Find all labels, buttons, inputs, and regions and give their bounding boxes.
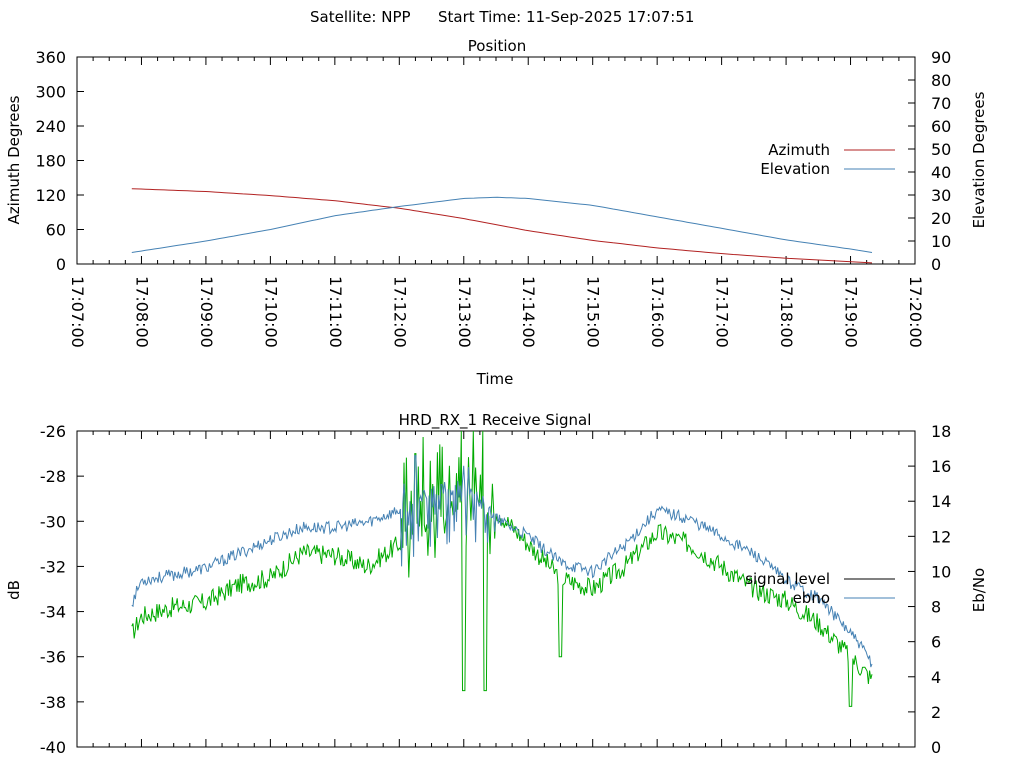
position-x-tick-label: 17:09:00 [197, 276, 216, 348]
elevation-line [131, 196, 873, 253]
position-y2-tick-label: 40 [931, 163, 951, 182]
position-y-tick-label: 300 [35, 83, 66, 102]
position-y-tick-label: 120 [35, 186, 66, 205]
position-y-tick-label: 180 [35, 152, 66, 171]
position-axes: 0 60 120 180 240 300 360 0 10 20 30 40 50 60 70 80 90 17:… [35, 48, 951, 348]
position-chart-title: Position [468, 37, 526, 55]
position-legend-label: Azimuth [768, 141, 830, 159]
position-y2-tick-label: 60 [931, 117, 951, 136]
position-x-tick-label: 17:13:00 [455, 276, 474, 348]
position-x-axis-label: Time [476, 370, 514, 388]
signal-level-line [131, 430, 873, 707]
position-x-tick-label: 17:10:00 [261, 276, 280, 348]
signal-y2-tick-label: 2 [931, 703, 941, 722]
signal-y-tick-label: -40 [40, 738, 66, 757]
position-y2-tick-label: 70 [931, 94, 951, 113]
position-x-tick-label: 17:07:00 [68, 276, 87, 348]
signal-y-axis-label: dB [5, 580, 23, 600]
position-y-tick-label: 60 [46, 221, 66, 240]
position-y2-tick-label: 80 [931, 71, 951, 90]
signal-y-tick-label: -34 [40, 603, 66, 622]
signal-y2-tick-label: 4 [931, 668, 941, 687]
signal-y2-tick-label: 10 [931, 562, 951, 581]
position-x-tick-label: 17:19:00 [842, 276, 861, 348]
header-start-time: Start Time: 11-Sep-2025 17:07:51 [438, 8, 694, 26]
signal-y-tick-label: -26 [40, 422, 66, 441]
position-y2-tick-label: 0 [931, 255, 941, 274]
position-legend-label: Elevation [760, 160, 830, 178]
position-y-tick-label: 0 [56, 255, 66, 274]
position-x-tick-label: 17:12:00 [390, 276, 409, 348]
signal-legend-label: ebno [793, 589, 830, 607]
position-y2-axis-label: Elevation Degrees [970, 91, 988, 228]
signal-chart-title: HRD_RX_1 Receive Signal [399, 411, 592, 430]
signal-y2-tick-label: 18 [931, 422, 951, 441]
position-x-tick-label: 17:14:00 [519, 276, 538, 348]
signal-y2-tick-label: 14 [931, 492, 951, 511]
signal-y2-tick-label: 16 [931, 457, 951, 476]
position-y2-tick-label: 90 [931, 48, 951, 67]
signal-y2-tick-label: 6 [931, 633, 941, 652]
ebno-line [131, 455, 873, 668]
position-y2-tick-label: 30 [931, 186, 951, 205]
position-y2-tick-label: 50 [931, 140, 951, 159]
signal-y-tick-label: -36 [40, 648, 66, 667]
signal-y2-tick-label: 0 [931, 738, 941, 757]
position-y-tick-label: 240 [35, 117, 66, 136]
azimuth-line [131, 188, 873, 264]
signal-legend-label: signal level [745, 570, 830, 588]
signal-series [131, 430, 873, 707]
signal-chart: HRD_RX_1 Receive Signal dB Eb/No -40-38-… [5, 411, 988, 757]
position-x-tick-label: 17:15:00 [584, 276, 603, 348]
signal-y-tick-label: -38 [40, 693, 66, 712]
signal-y-tick-label: -32 [40, 557, 66, 576]
position-x-tick-label: 17:17:00 [713, 276, 732, 348]
position-x-tick-label: 17:11:00 [326, 276, 345, 348]
signal-y-tick-label: -28 [40, 467, 66, 486]
position-y-tick-label: 360 [35, 48, 66, 67]
position-y2-tick-label: 20 [931, 209, 951, 228]
signal-y2-tick-label: 8 [931, 598, 941, 617]
position-x-tick-label: 17:18:00 [777, 276, 796, 348]
position-y2-tick-label: 10 [931, 232, 951, 251]
position-y-axis-label: Azimuth Degrees [5, 95, 23, 224]
signal-y2-axis-label: Eb/No [970, 568, 988, 612]
position-chart: Position Azimuth Degrees Elevation Degre… [5, 37, 988, 388]
header-satellite: Satellite: NPP [310, 8, 411, 26]
position-x-tick-label: 17:08:00 [132, 276, 151, 348]
position-x-tick-label: 17:20:00 [906, 276, 925, 348]
position-series [131, 188, 873, 264]
signal-plot-frame [76, 430, 916, 748]
signal-axes: -40 -38 -36 -34 -32 -30 -28 -26 0 2 4 6 8 10 12 14 16 18 [40, 422, 952, 757]
position-x-tick-label: 17:16:00 [648, 276, 667, 348]
signal-y-tick-label: -30 [40, 512, 66, 531]
signal-y2-tick-label: 12 [931, 527, 951, 546]
